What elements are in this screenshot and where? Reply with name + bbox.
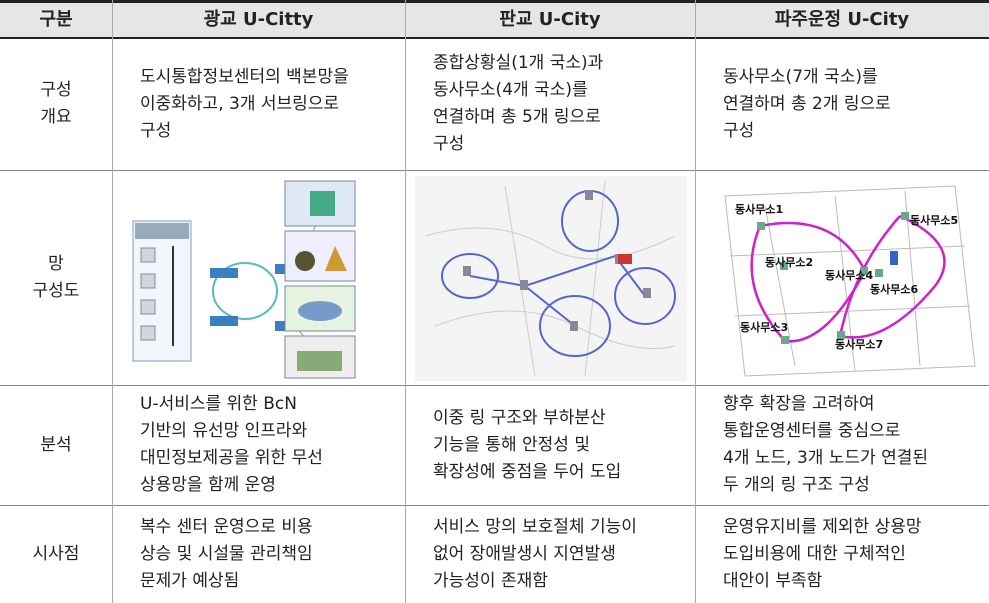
header-cell: 구분 xyxy=(0,0,112,38)
text-line: 대민정보제공을 위한 무선 xyxy=(140,448,323,468)
row-border xyxy=(0,505,989,506)
header-cell: 광교 U-Citty xyxy=(112,0,405,38)
text-line: 상승 및 시설물 관리책임 xyxy=(140,543,313,564)
text-line: 이중화하고, 3개 서브링으로 xyxy=(140,93,340,114)
map-label: 동사무소6 xyxy=(870,282,918,296)
text-line: 구성 xyxy=(40,80,72,100)
map-label: 동사무소3 xyxy=(740,320,788,334)
text-line: 개요 xyxy=(40,107,72,127)
row-label: 시사점 xyxy=(0,505,112,603)
text-line: 이중 링 구조와 부하분산 xyxy=(433,407,606,428)
text-line: 구성도 xyxy=(32,280,80,301)
text-line: 파주운정 U-City xyxy=(774,8,910,30)
text-line: 망 xyxy=(48,253,64,274)
row-border xyxy=(0,170,989,171)
map-label: 동사무소5 xyxy=(910,213,958,227)
text-line: 4개 노드, 3개 노드가 연결된 xyxy=(723,448,929,468)
text-line: 가능성이 존재함 xyxy=(433,570,548,591)
text-line: 종합상황실(1개 국소)과 xyxy=(433,53,604,73)
text-line: 복수 센터 운영으로 비용 xyxy=(140,516,313,537)
col-border xyxy=(695,0,696,603)
map-label: 동사무소1 xyxy=(735,202,783,216)
text-line: 구성 xyxy=(723,120,755,141)
row-label: 분석 xyxy=(0,385,112,505)
text-line: U-서비스를 위한 BcN xyxy=(140,394,297,414)
row-border xyxy=(0,385,989,386)
text-line: 시사점 xyxy=(32,543,80,564)
row-border xyxy=(0,37,989,39)
text-line: 기반의 유선망 인프라와 xyxy=(140,421,308,441)
col-border xyxy=(405,0,406,603)
map-label: 동사무소7 xyxy=(835,337,883,351)
pangyo-diagram xyxy=(415,176,687,381)
text-line: 연결하며 총 2개 링으로 xyxy=(723,93,891,114)
text-line: 통합운영센터를 중심으로 xyxy=(723,421,901,441)
map-label: 동사무소4 xyxy=(825,268,873,282)
text-line: 동사무소(7개 국소)를 xyxy=(723,66,878,87)
text-line: 구분 xyxy=(39,8,73,30)
text-line: 상용망을 함께 운영 xyxy=(140,475,276,495)
text-line: 구성 xyxy=(140,120,172,141)
text-line: 없어 장애발생시 지연발생 xyxy=(433,543,616,564)
text-line: 두 개의 링 구조 구성 xyxy=(723,475,870,495)
gwanggyo-diagram xyxy=(132,180,356,379)
text-line: 도시통합정보센터의 백본망을 xyxy=(140,66,349,87)
text-line: 도입비용에 대한 구체적인 xyxy=(723,543,906,564)
text-line: 서비스 망의 보호절체 기능이 xyxy=(433,516,637,537)
text-line: 연결하며 총 5개 링으로 xyxy=(433,107,601,127)
text-line: 동사무소(4개 국소)를 xyxy=(433,80,588,100)
text-line: 구성 xyxy=(433,134,465,154)
header-cell: 파주운정 U-City xyxy=(695,0,989,38)
text-line: 대안이 부족함 xyxy=(723,570,823,591)
header-cell: 판교 U-City xyxy=(405,0,695,38)
row-border xyxy=(0,0,989,3)
text-line: 판교 U-City xyxy=(499,8,601,30)
text-line: 확장성에 중점을 두어 도입 xyxy=(433,461,622,482)
text-line: 향후 확장을 고려하여 xyxy=(723,394,875,414)
text-line: 기능을 통해 안정성 및 xyxy=(433,434,590,455)
text-line: 분석 xyxy=(40,434,72,455)
map-label: 동사무소2 xyxy=(765,255,813,269)
text-line: 운영유지비를 제외한 상용망 xyxy=(723,516,922,537)
col-border xyxy=(112,0,113,603)
text-line: 광교 U-Citty xyxy=(203,8,314,30)
text-line: 문제가 예상됨 xyxy=(140,570,240,591)
